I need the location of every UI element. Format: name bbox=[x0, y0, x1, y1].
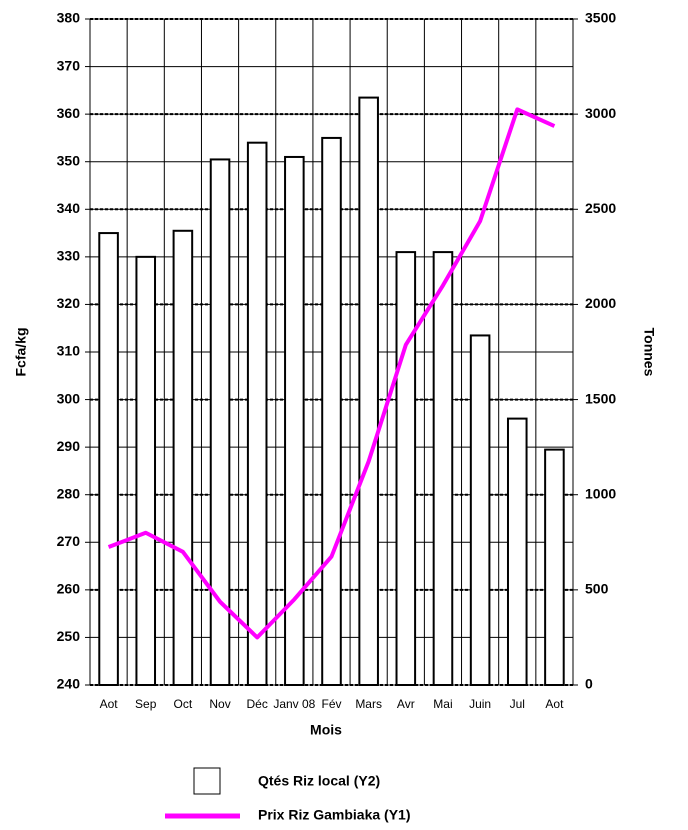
x-tick-label: Aot bbox=[100, 697, 119, 711]
y2-tick-label: 3500 bbox=[585, 10, 616, 26]
x-tick-label: Jul bbox=[510, 697, 525, 711]
y-tick-label: 250 bbox=[57, 628, 81, 644]
y2-tick-label: 500 bbox=[585, 581, 609, 597]
y2-tick-label: 2500 bbox=[585, 200, 616, 216]
y-tick-label: 340 bbox=[57, 200, 81, 216]
y-tick-label: 290 bbox=[57, 438, 81, 454]
y-tick-label: 350 bbox=[57, 152, 81, 168]
x-tick-label: Mars bbox=[355, 697, 382, 711]
y2-tick-label: 3000 bbox=[585, 105, 616, 121]
bar bbox=[209, 158, 231, 687]
y-tick-label: 370 bbox=[57, 57, 81, 73]
legend-label: Prix Riz Gambiaka (Y1) bbox=[258, 807, 411, 823]
x-tick-label: Avr bbox=[397, 697, 415, 711]
legend-swatch bbox=[193, 767, 221, 795]
y-tick-label: 330 bbox=[57, 248, 81, 264]
y-tick-label: 280 bbox=[57, 485, 81, 501]
x-tick-label: Oct bbox=[174, 697, 193, 711]
x-tick-label: Juin bbox=[469, 697, 491, 711]
bar bbox=[135, 255, 157, 686]
line bbox=[107, 107, 556, 640]
bar bbox=[432, 251, 454, 686]
y2-tick-label: 1500 bbox=[585, 390, 616, 406]
bar bbox=[469, 334, 491, 686]
x-tick-label: Aot bbox=[545, 697, 564, 711]
x-tick-label: Nov bbox=[209, 697, 230, 711]
y-tick-label: 360 bbox=[57, 105, 81, 121]
y-tick-label: 240 bbox=[57, 676, 81, 692]
x-tick-label: Janv 08 bbox=[273, 697, 315, 711]
y-tick-label: 260 bbox=[57, 581, 81, 597]
bar bbox=[284, 155, 305, 686]
x-tick-label: Déc bbox=[247, 697, 268, 711]
y2-tick-label: 1000 bbox=[585, 485, 616, 501]
y-axis-label: Fcfa/kg bbox=[13, 327, 29, 376]
y-tick-label: 380 bbox=[57, 10, 81, 26]
y-tick-label: 310 bbox=[57, 343, 81, 359]
bar bbox=[321, 136, 342, 686]
bar bbox=[246, 141, 268, 686]
x-tick-label: Sep bbox=[135, 697, 157, 711]
y-tick-label: 300 bbox=[57, 390, 81, 406]
x-tick-label: Fév bbox=[321, 697, 341, 711]
bar bbox=[506, 417, 528, 686]
bar bbox=[358, 96, 379, 686]
bar bbox=[544, 448, 565, 686]
y2-axis-label: Tonnes bbox=[641, 328, 657, 377]
bar bbox=[395, 251, 417, 686]
y-tick-label: 320 bbox=[57, 295, 81, 311]
legend-label: Qtés Riz local (Y2) bbox=[258, 773, 380, 789]
y2-tick-label: 0 bbox=[585, 676, 593, 692]
x-axis-label: Mois bbox=[310, 722, 342, 738]
y-tick-label: 270 bbox=[57, 533, 81, 549]
bar bbox=[98, 232, 119, 686]
bar bbox=[172, 229, 194, 686]
x-tick-label: Mai bbox=[433, 697, 452, 711]
y2-tick-label: 2000 bbox=[585, 295, 616, 311]
